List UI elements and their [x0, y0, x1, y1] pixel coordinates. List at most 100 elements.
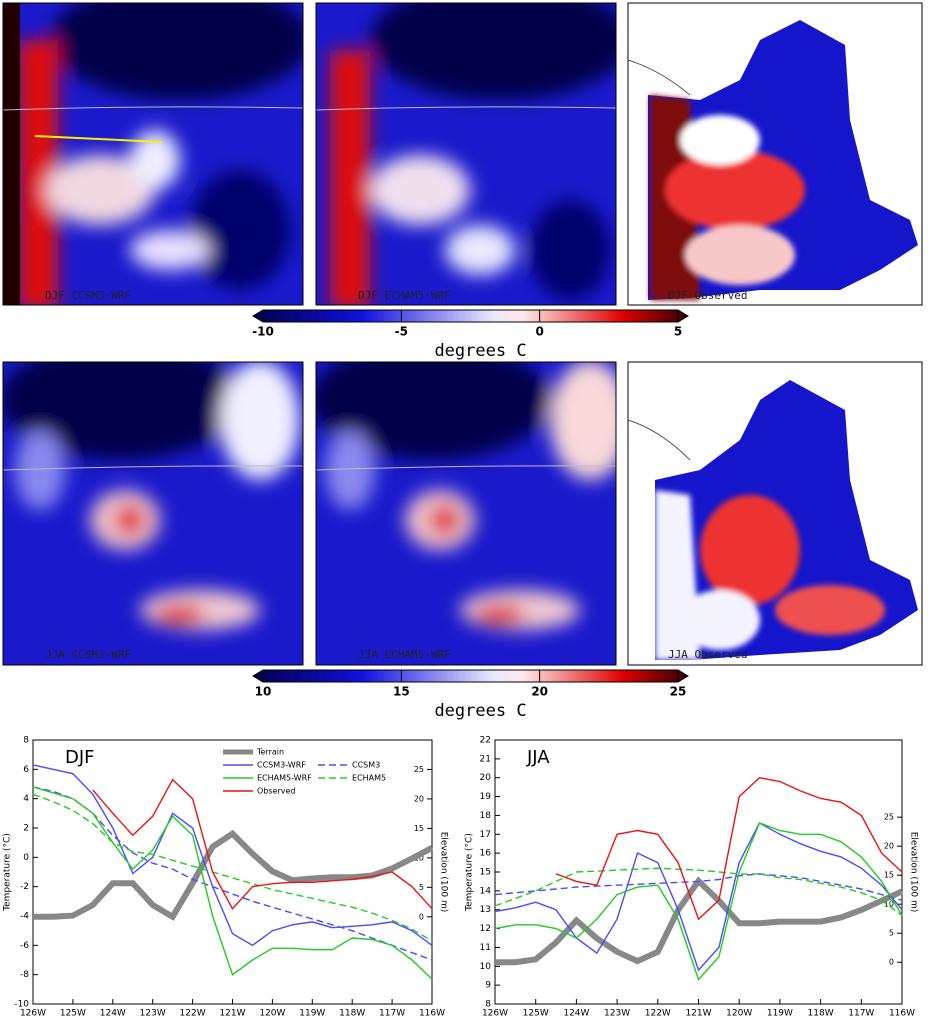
x-tick-label: 120W	[259, 1009, 285, 1019]
y-tick-label: 20	[480, 773, 492, 783]
y-tick-label: 6	[23, 765, 29, 775]
x-tick-label: 126W	[482, 1009, 508, 1019]
y-tick-label: 4	[23, 794, 29, 804]
y-tick-label: -10	[14, 1000, 29, 1010]
series-line	[32, 786, 433, 980]
series-line	[32, 793, 433, 942]
map-frame	[2, 361, 304, 666]
series-line	[494, 822, 903, 972]
colorbar-tick-label: 10	[255, 685, 272, 699]
colorbar-tick-label: 0	[535, 325, 543, 339]
x-tick-label: 123W	[604, 1009, 630, 1019]
y-tick-label: 15	[480, 868, 491, 878]
x-tick-label: 124W	[563, 1009, 589, 1019]
legend-label: CCSM3	[352, 761, 380, 770]
y-axis-label: Temperature (°C)	[3, 833, 13, 912]
x-tick-label: 116W	[889, 1009, 915, 1019]
y2-tick-label: 15	[884, 871, 894, 880]
y-tick-label: -8	[20, 970, 29, 980]
x-tick-label: 118W	[808, 1009, 834, 1019]
map-jja-ccsm3	[3, 362, 303, 665]
map-label: JJA Observed	[668, 648, 747, 661]
colorbar	[252, 309, 689, 323]
series-line	[32, 764, 433, 947]
map-jja-observed	[627, 361, 923, 666]
y2-tick-label: 0	[419, 912, 424, 921]
series-line	[494, 873, 903, 901]
y2-tick-label: 25	[884, 813, 894, 822]
y2-tick-label: 15	[414, 824, 424, 833]
series-line	[494, 822, 903, 981]
y-tick-label: 9	[485, 981, 491, 991]
y2-tick-label: 5	[419, 883, 424, 892]
y2-tick-label: 10	[884, 900, 894, 909]
map-label: DJF ECHAM5-WRF	[358, 289, 451, 302]
y-tick-label: 8	[23, 736, 29, 746]
legend-label: ECHAM5	[352, 774, 386, 783]
colorbar-tick-label: 5	[674, 325, 682, 339]
y-tick-label: 10	[480, 962, 492, 972]
colorbar-tick-label: -5	[395, 325, 408, 339]
legend-label: Terrain	[256, 748, 284, 757]
y-tick-label: -6	[20, 941, 29, 951]
y-tick-label: 13	[480, 905, 491, 915]
x-tick-label: 121W	[219, 1009, 245, 1019]
y-tick-label: 0	[23, 853, 29, 863]
y2-axis-label: Elevation (100 m)	[909, 832, 919, 913]
y2-tick-label: 0	[889, 958, 894, 967]
y-tick-label: 16	[480, 849, 492, 859]
x-tick-label: 125W	[60, 1009, 86, 1019]
x-tick-label: 117W	[848, 1009, 874, 1019]
colorbar-tick-label: 25	[670, 685, 687, 699]
y2-tick-label: 25	[414, 765, 424, 774]
x-tick-label: 122W	[645, 1009, 671, 1019]
y-tick-label: 14	[480, 886, 492, 896]
y2-tick-label: 20	[884, 842, 894, 851]
legend-label: CCSM3-WRF	[257, 761, 306, 770]
y-tick-label: 12	[480, 924, 491, 934]
y-tick-label: -4	[20, 912, 29, 922]
y2-axis-label: Elevation (100 m)	[439, 832, 449, 913]
y-tick-label: 22	[480, 736, 491, 746]
legend-label: Observed	[257, 787, 296, 796]
colorbar-tick-label: -10	[252, 325, 274, 339]
x-tick-label: 126W	[20, 1009, 46, 1019]
map-label: JJA ECHAM5-WRF	[358, 648, 451, 661]
map-label: JJA CCSM3-WRF	[45, 648, 131, 661]
series-line	[33, 829, 434, 921]
colorbar-tick-label: 20	[531, 685, 548, 699]
x-tick-label: 124W	[100, 1009, 126, 1019]
x-tick-label: 122W	[180, 1009, 206, 1019]
chart-title: DJF	[65, 747, 95, 768]
chart-title: JJA	[526, 747, 550, 768]
y-tick-label: -2	[20, 882, 29, 892]
x-tick-label: 117W	[379, 1009, 405, 1019]
legend-label: ECHAM5-WRF	[257, 774, 312, 783]
x-tick-label: 121W	[685, 1009, 711, 1019]
x-tick-label: 125W	[523, 1009, 549, 1019]
map-djf-echam5	[316, 3, 616, 305]
colorbar	[252, 669, 689, 683]
series-line	[555, 776, 903, 921]
x-tick-label: 119W	[767, 1009, 793, 1019]
map-frame	[2, 2, 304, 306]
y-tick-label: 21	[480, 754, 491, 764]
plot-frame	[494, 739, 903, 1005]
map-djf-observed	[627, 2, 923, 306]
x-tick-label: 123W	[140, 1009, 166, 1019]
x-tick-label: 118W	[339, 1009, 365, 1019]
y-tick-label: 11	[480, 943, 491, 953]
map-djf-ccsm3	[3, 3, 303, 305]
map-frame	[315, 361, 617, 666]
colorbar-label: degrees C	[434, 701, 526, 721]
y-tick-label: 19	[480, 792, 492, 802]
y-tick-label: 8	[485, 1000, 491, 1010]
map-label: DJF Observed	[668, 289, 747, 302]
x-tick-label: 120W	[726, 1009, 752, 1019]
series-line	[495, 876, 904, 966]
colorbar-label: degrees C	[434, 341, 526, 361]
x-tick-label: 116W	[419, 1009, 445, 1019]
y2-tick-label: 5	[889, 929, 894, 938]
